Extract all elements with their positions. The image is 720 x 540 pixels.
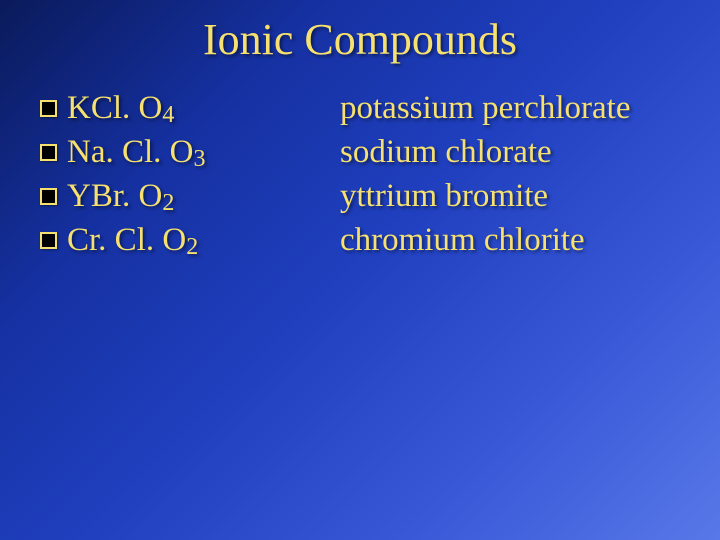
slide-title: Ionic Compounds bbox=[0, 14, 720, 65]
formula-subscript: 4 bbox=[162, 102, 174, 129]
formula-subscript: 2 bbox=[162, 190, 174, 217]
list-item: Na. Cl. O3 bbox=[40, 130, 340, 174]
formula-text: Cr. Cl. O2 bbox=[67, 222, 198, 259]
formula-subscript: 2 bbox=[186, 234, 198, 261]
name-column: potassium perchlorate sodium chlorate yt… bbox=[340, 86, 680, 262]
compound-name: sodium chlorate bbox=[340, 130, 680, 174]
compound-name: chromium chlorite bbox=[340, 218, 680, 262]
list-item: YBr. O2 bbox=[40, 174, 340, 218]
formula-base: Na. Cl. O bbox=[67, 134, 194, 171]
list-item: Cr. Cl. O2 bbox=[40, 218, 340, 262]
bullet-icon bbox=[40, 144, 57, 161]
list-item: KCl. O4 bbox=[40, 86, 340, 130]
bullet-icon bbox=[40, 100, 57, 117]
formula-base: KCl. O bbox=[67, 90, 162, 127]
formula-text: Na. Cl. O3 bbox=[67, 134, 206, 171]
bullet-icon bbox=[40, 188, 57, 205]
slide-content: KCl. O4 Na. Cl. O3 YBr. O2 Cr. Cl. O2 bbox=[40, 86, 680, 262]
bullet-icon bbox=[40, 232, 57, 249]
formula-base: Cr. Cl. O bbox=[67, 222, 186, 259]
formula-base: YBr. O bbox=[67, 178, 162, 215]
compound-name: yttrium bromite bbox=[340, 174, 680, 218]
formula-text: YBr. O2 bbox=[67, 178, 174, 215]
formula-column: KCl. O4 Na. Cl. O3 YBr. O2 Cr. Cl. O2 bbox=[40, 86, 340, 262]
formula-subscript: 3 bbox=[194, 146, 206, 173]
compound-name: potassium perchlorate bbox=[340, 86, 680, 130]
formula-text: KCl. O4 bbox=[67, 90, 174, 127]
slide: Ionic Compounds KCl. O4 Na. Cl. O3 YBr. … bbox=[0, 0, 720, 540]
